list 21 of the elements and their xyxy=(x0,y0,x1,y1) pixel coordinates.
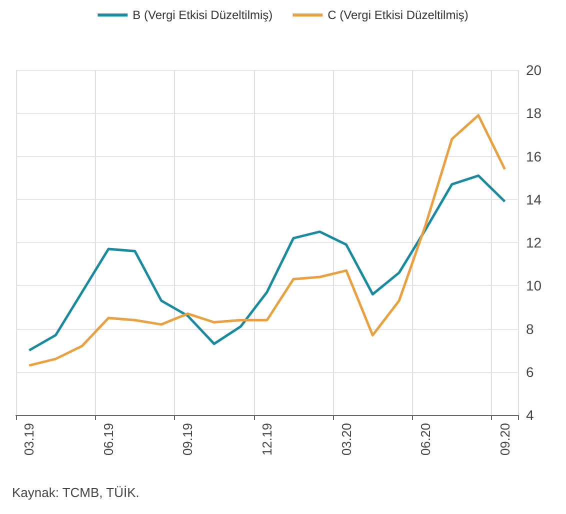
x-tick-label: 09.19 xyxy=(180,423,196,456)
y-tick-label: 6 xyxy=(526,364,534,380)
text: Kaynak: TCMB, TÜİK. xyxy=(11,485,140,500)
y-tick-label: 20 xyxy=(526,62,542,78)
y-tick-label: 18 xyxy=(526,105,542,122)
y-tick-label: 4 xyxy=(526,407,534,423)
line-series xyxy=(28,114,506,367)
y-tick-label: 16 xyxy=(526,148,542,164)
y-tick-label: 10 xyxy=(526,278,542,294)
y-tick-label: 14 xyxy=(526,191,542,208)
line-series xyxy=(28,174,506,352)
x-tick-label: 06.20 xyxy=(418,423,434,456)
y-tick-label: 8 xyxy=(526,320,534,337)
x-tick-label: 06.19 xyxy=(100,423,116,456)
y-tick-label: 12 xyxy=(526,234,542,250)
x-tick-label: 03.19 xyxy=(22,423,37,456)
x-tick-label: 09.20 xyxy=(497,423,512,456)
x-tick-label: 12.19 xyxy=(260,423,274,456)
legend-label: B (Vergi Etkisi Düzeltilmiş) xyxy=(132,8,273,22)
legend-label: C (Vergi Etkisi Düzeltilmiş) xyxy=(328,8,468,22)
x-tick-label: 03.20 xyxy=(338,423,354,456)
